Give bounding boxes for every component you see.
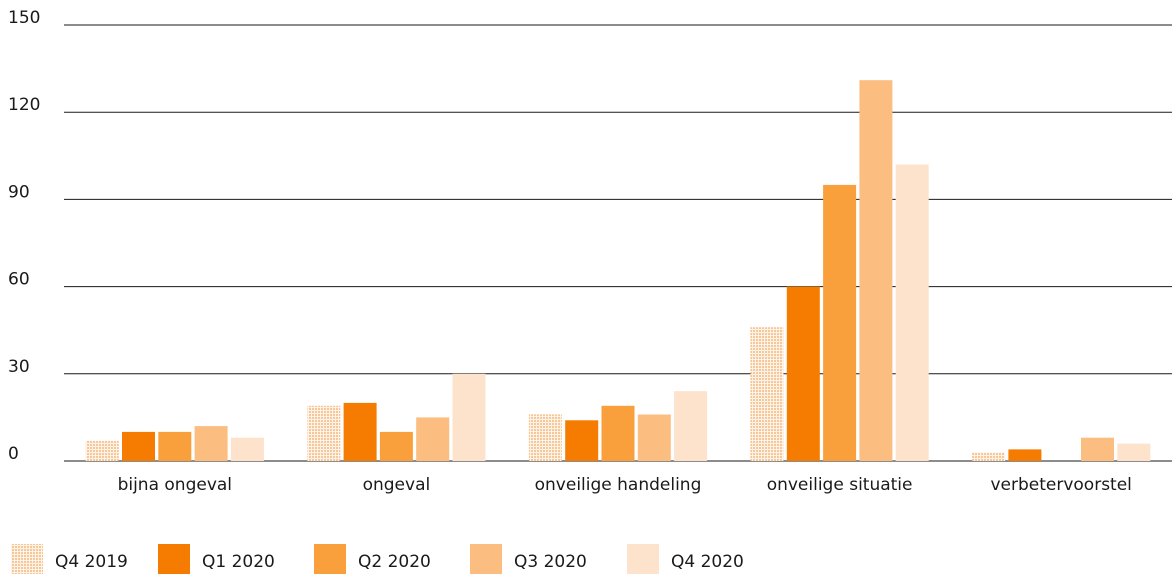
bar-q3-2020-onveilige-situatie <box>859 80 893 461</box>
legend-label: Q4 2019 <box>55 552 128 572</box>
bar-q4-2019-bijna-ongeval <box>85 440 119 461</box>
bar-q4-2019-ongeval <box>307 405 341 461</box>
bar-q4-2020-ongeval <box>452 373 486 461</box>
bar-q4-2020-onveilige-situatie <box>895 164 929 461</box>
category-labels: bijna ongeval ongeval onveilige handeling o… <box>118 475 1132 495</box>
bar-q4-2019-onveilige-handeling <box>528 414 562 461</box>
bar-q1-2020-verbetervoorstel <box>1008 449 1042 461</box>
bar-q3-2020-verbetervoorstel <box>1081 437 1114 461</box>
legend-label: Q1 2020 <box>202 552 275 572</box>
y-tick-label: 120 <box>8 95 40 115</box>
legend-swatch <box>314 544 346 576</box>
bar-q1-2020-bijna-ongeval <box>122 431 155 461</box>
y-tick-label: 90 <box>8 182 30 202</box>
bar-q3-2020-bijna-ongeval <box>194 426 228 461</box>
bar-q4-2020-onveilige-handeling <box>674 391 708 461</box>
category-label: onveilige situatie <box>767 475 913 495</box>
bars <box>85 80 1151 461</box>
bar-q4-2020-verbetervoorstel <box>1117 443 1151 461</box>
category-label: ongeval <box>363 475 431 495</box>
legend-swatch <box>11 544 43 576</box>
bar-q4-2019-verbetervoorstel <box>972 452 1006 461</box>
legend-label: Q4 2020 <box>671 552 744 572</box>
y-tick-label: 0 <box>8 444 19 464</box>
bar-q1-2020-onveilige-handeling <box>565 420 599 461</box>
bar-q1-2020-onveilige-situatie <box>786 286 820 461</box>
category-label: onveilige handeling <box>535 475 702 495</box>
bar-q2-2020-onveilige-handeling <box>601 405 635 461</box>
bar-q2-2020-bijna-ongeval <box>158 431 192 461</box>
y-tick-label: 150 <box>8 8 40 28</box>
legend-swatch <box>158 544 190 576</box>
grid: 0 30 60 90 120 150 <box>8 8 1172 464</box>
legend-swatch <box>470 544 502 576</box>
y-tick-label: 30 <box>8 357 30 377</box>
legend-label: Q2 2020 <box>358 552 431 572</box>
bar-q3-2020-onveilige-handeling <box>637 414 671 461</box>
bar-q3-2020-ongeval <box>416 417 450 461</box>
bar-q4-2020-bijna-ongeval <box>230 437 264 461</box>
bar-q2-2020-ongeval <box>379 431 413 461</box>
bar-q2-2020-onveilige-situatie <box>823 184 857 461</box>
y-tick-label: 60 <box>8 270 30 290</box>
category-label: verbetervoorstel <box>990 475 1131 495</box>
category-label: bijna ongeval <box>118 475 232 495</box>
bar-q4-2019-onveilige-situatie <box>750 327 784 461</box>
legend-label: Q3 2020 <box>514 552 587 572</box>
bar-q1-2020-ongeval <box>343 402 377 461</box>
legend-swatch <box>627 544 659 576</box>
legend: Q4 2019 Q1 2020 Q2 2020 Q3 2020 Q4 2020 <box>11 544 744 576</box>
